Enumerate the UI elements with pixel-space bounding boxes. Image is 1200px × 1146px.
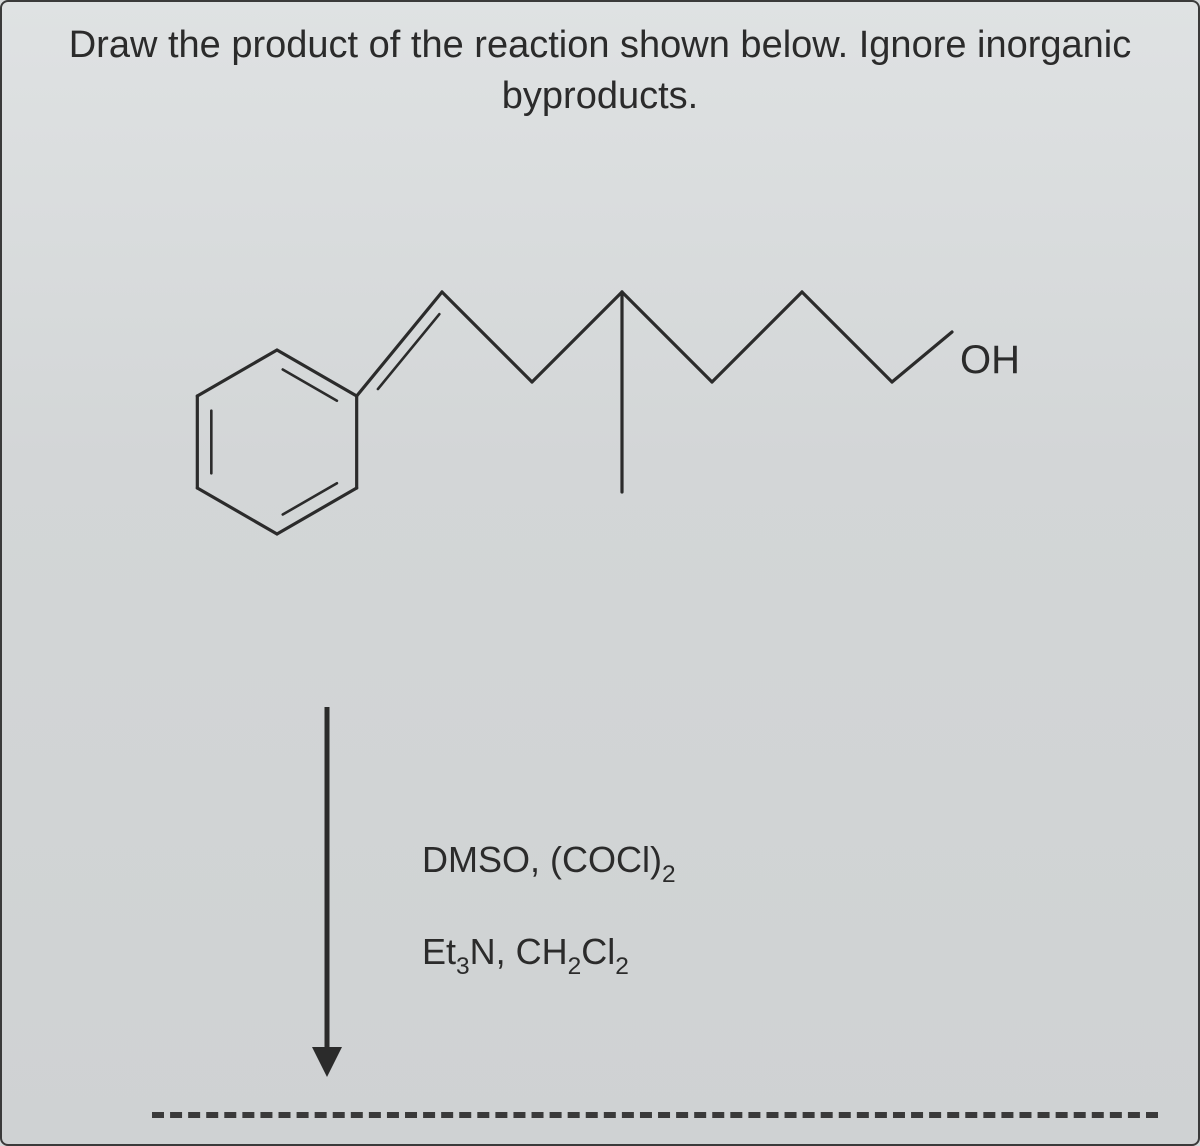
reagent-et-sub: 3 xyxy=(456,953,470,980)
answer-area-divider xyxy=(152,1112,1158,1118)
page-container: Draw the product of the reaction shown b… xyxy=(0,0,1200,1146)
prompt-line-2: byproducts. xyxy=(502,75,698,117)
reagents-block: DMSO, (COCl)2 Et3N, CH2Cl2 xyxy=(422,842,676,977)
starting-material-structure xyxy=(182,262,962,622)
reagents-line-2: Et3N, CH2Cl2 xyxy=(422,934,676,978)
reagent-dmso-cocl: DMSO, (COCl) xyxy=(422,839,662,880)
reagent-ch-sub: 2 xyxy=(568,953,582,980)
hydroxyl-label: OH xyxy=(960,338,1020,383)
prompt-line-1: Draw the product of the reaction shown b… xyxy=(69,24,1132,66)
reagents-line-1: DMSO, (COCl)2 xyxy=(422,842,676,886)
question-prompt: Draw the product of the reaction shown b… xyxy=(2,20,1198,123)
reagent-et: Et xyxy=(422,931,456,972)
reagent-cl-sub: 2 xyxy=(615,953,629,980)
reagent-cl: Cl xyxy=(581,931,615,972)
reaction-arrow xyxy=(297,702,357,1082)
reagent-n-ch: N, CH xyxy=(470,931,568,972)
reagent-cocl-sub: 2 xyxy=(662,861,676,888)
